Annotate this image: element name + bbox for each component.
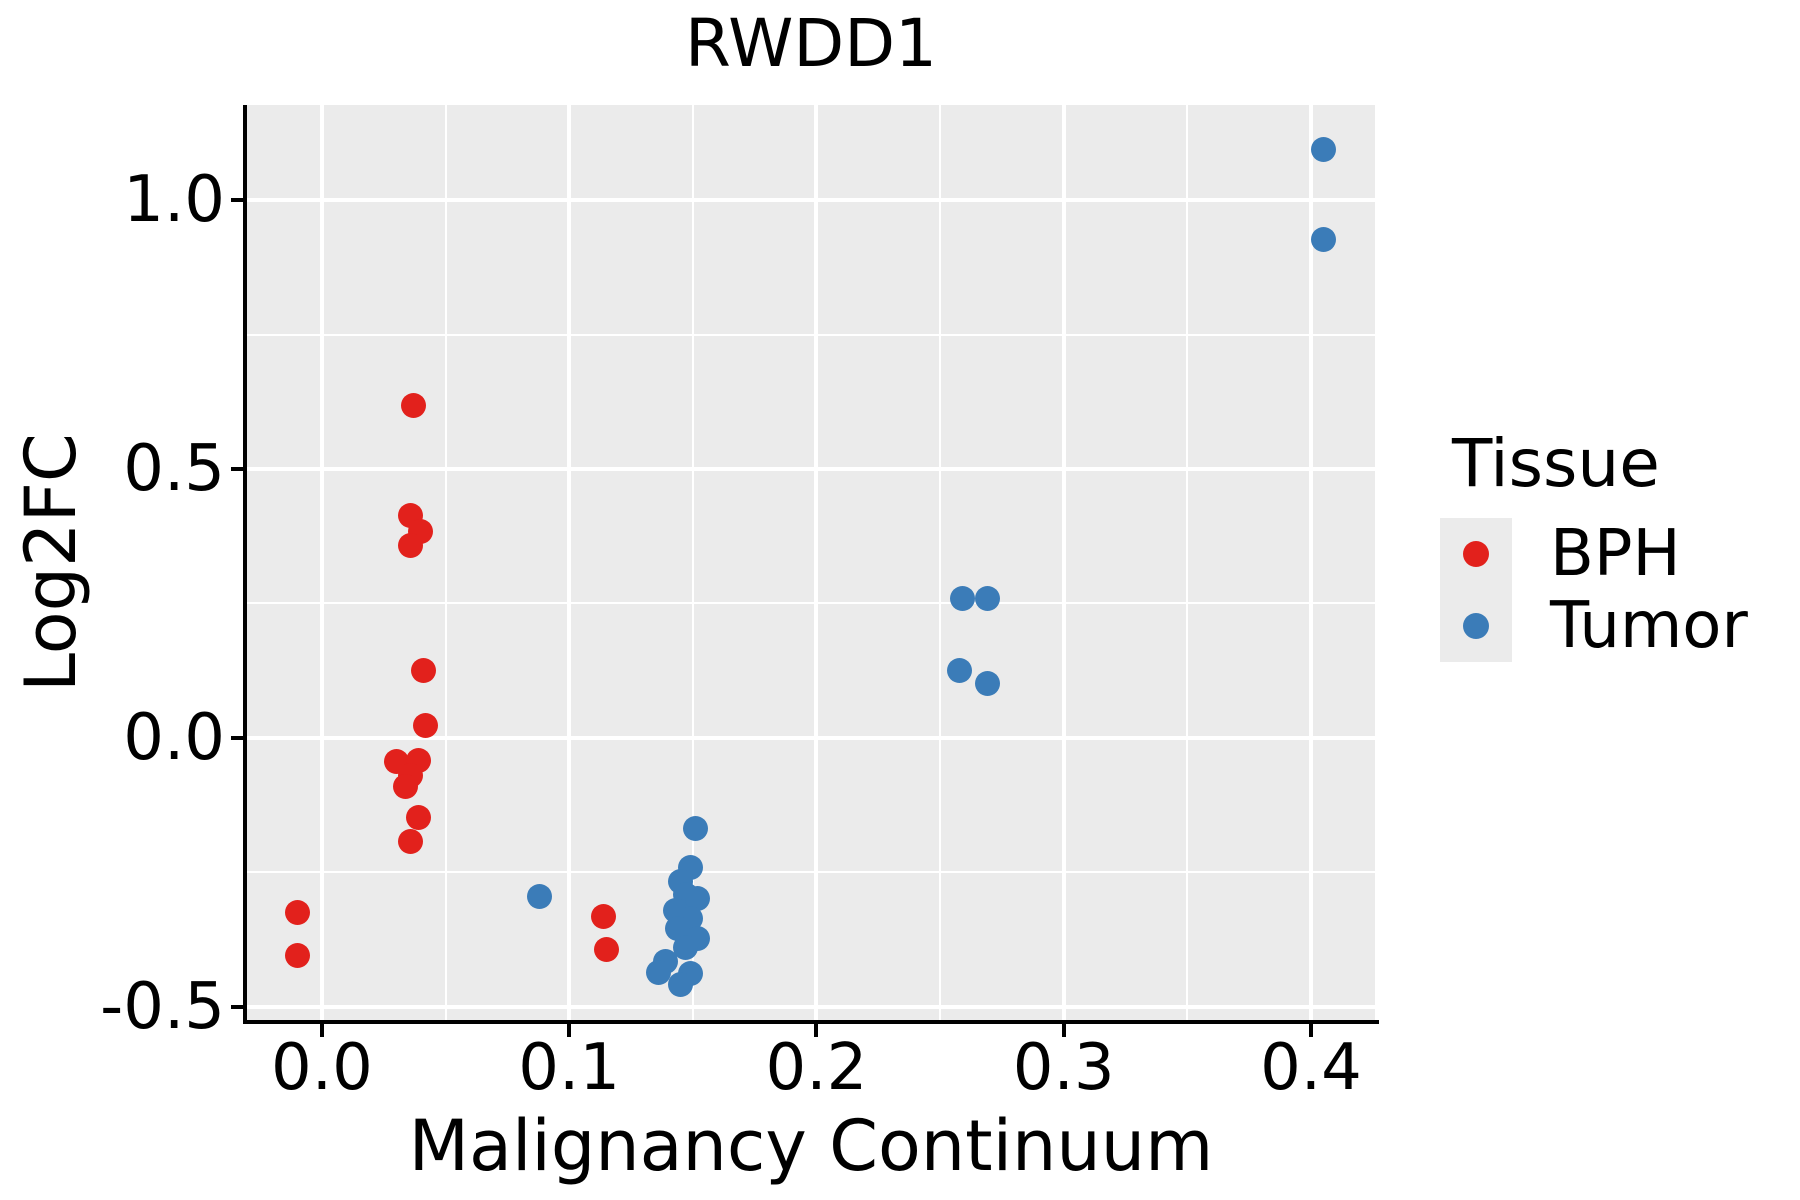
y-tick-label: -0.5 [100,969,225,1044]
y-minor-gridline [247,602,1375,605]
x-major-gridline [814,105,819,1020]
y-major-gridline [247,1004,1375,1009]
data-point-tumor [645,959,671,985]
data-point-bph [284,900,310,926]
data-point-tumor [1310,226,1336,252]
x-tick [1308,1024,1313,1037]
data-point-bph [398,829,424,855]
y-tick-label: 0.5 [123,431,225,506]
legend: Tissue BPH Tumor [1440,418,1790,662]
data-point-tumor [974,585,1000,611]
y-minor-gridline [247,871,1375,874]
legend-entry-bph: BPH [1440,518,1790,590]
data-point-tumor [682,816,708,842]
legend-entry-tumor: Tumor [1440,590,1790,662]
x-tick [1061,1024,1066,1037]
y-tick [231,1004,244,1009]
y-tick [231,735,244,740]
x-axis-title: Malignancy Continuum [408,1105,1214,1187]
y-axis-title: Log2FC [10,433,92,692]
x-major-gridline [1061,105,1066,1020]
legend-dot-bph [1463,541,1489,567]
y-tick-label: 0.0 [123,700,225,775]
x-tick [319,1024,324,1037]
x-major-gridline [1308,105,1313,1020]
data-point-bph [398,533,424,559]
data-point-tumor [667,972,693,998]
plot-panel [247,105,1375,1020]
x-tick-label: 0.3 [1012,1031,1115,1105]
data-point-bph [413,712,439,738]
data-point-tumor [949,585,975,611]
x-minor-gridline [691,105,694,1020]
y-tick [231,198,244,202]
x-tick-label: 0.0 [271,1031,373,1105]
y-major-gridline [247,198,1375,202]
data-point-bph [410,658,436,684]
data-point-tumor [974,670,1000,696]
x-tick-label: 0.4 [1260,1031,1362,1105]
y-major-gridline [247,735,1375,740]
y-axis-spine [243,105,247,1024]
data-point-tumor [672,934,698,960]
chart-title: RWDD1 [684,5,938,82]
data-point-bph [393,774,419,800]
legend-label: BPH [1550,517,1681,591]
legend-entries: BPH Tumor [1440,518,1790,662]
legend-title: Tissue [1452,425,1660,502]
x-tick-label: 0.1 [518,1031,621,1105]
y-tick [231,466,244,471]
data-point-bph [591,903,617,929]
y-major-gridline [247,466,1375,471]
data-point-bph [400,393,426,419]
data-point-bph [405,804,431,830]
data-point-bph [593,937,619,963]
legend-label: Tumor [1550,589,1748,663]
x-minor-gridline [1186,105,1189,1020]
x-tick [567,1024,572,1037]
x-major-gridline [319,105,324,1020]
y-minor-gridline [247,333,1375,336]
legend-dot-tumor [1463,613,1489,639]
x-axis-spine [243,1020,1379,1024]
x-tick [814,1024,819,1037]
x-minor-gridline [444,105,447,1020]
x-minor-gridline [939,105,942,1020]
data-point-tumor [527,883,552,909]
y-tick-label: 1.0 [123,163,225,237]
x-tick-label: 0.2 [765,1031,868,1105]
data-point-tumor [947,657,973,683]
data-point-tumor [1310,136,1336,162]
x-major-gridline [567,105,572,1020]
data-point-bph [284,943,310,969]
